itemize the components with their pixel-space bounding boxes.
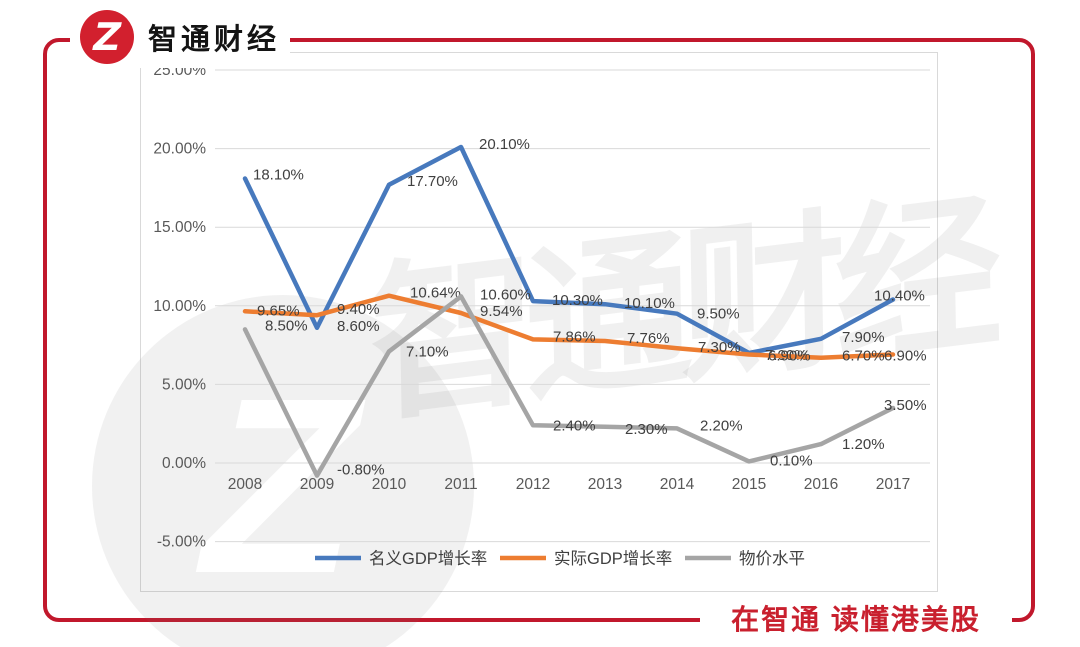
legend: 名义GDP增长率 实际GDP增长率 物价水平 <box>315 549 805 568</box>
y-tick-label: 20.00% <box>153 141 206 158</box>
brand-name: 智通财经 <box>148 24 281 56</box>
series-1: 9.65% 9.40% 10.64% 9.54% 7.86% 7.76% 7.30% 6.90… <box>242 285 927 365</box>
legend-item-2: 物价水平 <box>685 549 805 568</box>
data-label: -0.80% <box>337 462 385 479</box>
data-label: 17.70% <box>407 173 458 190</box>
data-label: 20.10% <box>479 136 530 153</box>
data-label: 10.64% <box>410 285 461 302</box>
x-tick-label: 2017 <box>876 476 910 493</box>
data-label: 7.10% <box>406 343 449 360</box>
brand-slogan: 在智通 读懂港美股 <box>700 592 1012 644</box>
x-tick-label: 2010 <box>372 476 407 493</box>
data-label: 7.76% <box>627 330 670 347</box>
gdp-line-chart: 25.00%20.00%15.00%10.00%5.00%0.00%-5.00%… <box>153 62 930 568</box>
x-tick-label: 2012 <box>516 476 550 493</box>
data-label: 2.20% <box>700 417 743 434</box>
decorative-frame <box>43 38 1035 622</box>
data-label: 0.10% <box>770 452 813 469</box>
x-tick-label: 2013 <box>588 476 622 493</box>
gridlines <box>215 69 930 543</box>
data-label: 10.40% <box>874 288 925 305</box>
x-tick-label: 2011 <box>444 476 477 493</box>
series-line-2 <box>242 294 896 478</box>
data-label: 9.65% <box>257 302 300 319</box>
y-axis-tick-labels: 25.00%20.00%15.00%10.00%5.00%0.00%-5.00% <box>153 62 206 551</box>
zhitong-logo-icon: Z <box>80 10 134 64</box>
x-tick-label: 2009 <box>300 476 334 493</box>
legend-item-1: 实际GDP增长率 <box>500 549 672 568</box>
data-label: 3.50% <box>884 397 927 414</box>
series-0: 18.10% 8.60% 17.70% 20.10% 10.30% 10.10% 9.50%… <box>242 136 925 364</box>
series-2: 8.50% -0.80% 7.10% 10.60% 2.40% 2.30% 2.20% 0.1… <box>242 286 927 479</box>
data-label: 6.90% <box>884 348 927 365</box>
data-label: 1.20% <box>842 436 885 453</box>
data-label: 8.50% <box>265 317 308 334</box>
y-tick-label: 0.00% <box>162 455 206 472</box>
data-label: 10.60% <box>480 286 531 303</box>
chart-plot-background <box>140 52 938 592</box>
watermark-logo-icon: Z <box>92 295 474 647</box>
data-label: 10.30% <box>552 292 603 309</box>
data-label: 10.10% <box>624 295 675 312</box>
slogan-text: 在智通 读懂港美股 <box>731 604 981 635</box>
logo-z-glyph: Z <box>88 15 126 59</box>
data-label: 9.54% <box>480 303 523 320</box>
y-tick-label: -5.00% <box>157 534 206 551</box>
data-label: 7.30% <box>698 339 741 356</box>
y-tick-label: 10.00% <box>153 298 206 315</box>
data-label: 6.70% <box>842 348 885 365</box>
data-label: 8.60% <box>337 318 380 335</box>
data-label: 7.90% <box>842 329 885 346</box>
brand-logo: Z 智通财经 <box>70 6 291 68</box>
data-label: 9.40% <box>337 301 380 318</box>
series-line-1 <box>242 293 896 360</box>
data-label: 18.10% <box>253 166 304 183</box>
data-label: 7.86% <box>553 328 596 345</box>
y-tick-label: 5.00% <box>162 376 206 393</box>
data-label: 2.30% <box>625 421 668 438</box>
x-tick-label: 2014 <box>660 476 695 493</box>
data-label: 6.90% <box>768 348 811 365</box>
legend-label: 名义GDP增长率 <box>369 549 487 568</box>
legend-label: 物价水平 <box>739 549 805 568</box>
legend-item-0: 名义GDP增长率 <box>315 549 487 568</box>
y-tick-label: 15.00% <box>153 219 206 236</box>
data-label: 2.40% <box>553 417 596 434</box>
x-tick-label: 2008 <box>228 476 262 493</box>
x-tick-label: 2015 <box>732 476 766 493</box>
data-label: 9.50% <box>697 306 740 323</box>
x-axis-category-labels: 2008 2009 2010 2011 2012 2013 2014 2015 2016 2017 <box>228 476 910 493</box>
series-line-0 <box>242 144 896 356</box>
legend-label: 实际GDP增长率 <box>554 549 672 568</box>
x-tick-label: 2016 <box>804 476 838 493</box>
